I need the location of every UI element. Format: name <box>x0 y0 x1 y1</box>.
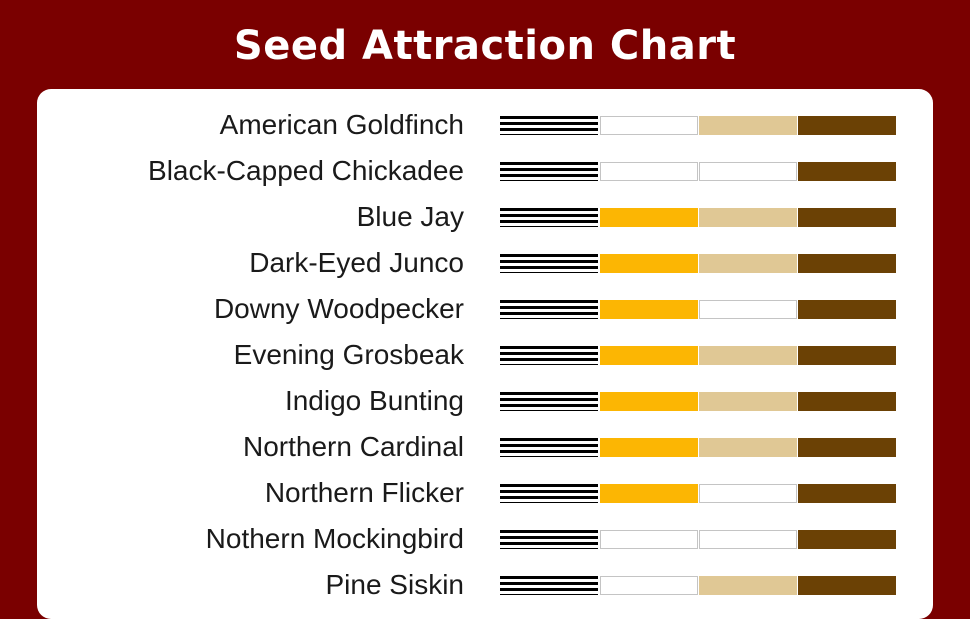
seed-cell-empty <box>699 300 797 319</box>
chart-row: Evening Grosbeak <box>37 339 933 371</box>
seed-cell-filled <box>500 392 598 411</box>
seed-cell-filled <box>500 300 598 319</box>
seed-cell-empty <box>600 116 698 135</box>
seed-cell-filled <box>600 392 698 411</box>
seed-cell-filled <box>500 346 598 365</box>
bird-name-label: Northern Flicker <box>264 477 464 508</box>
bird-name-label: Downy Woodpecker <box>213 293 464 324</box>
seed-cell-filled <box>500 116 598 135</box>
seed-cell-filled <box>600 300 698 319</box>
bird-name-label: Pine Siskin <box>325 569 464 600</box>
chart-row: Dark-Eyed Junco <box>37 247 933 279</box>
chart-title: Seed Attraction Chart <box>233 23 737 69</box>
chart-row: Black-Capped Chickadee <box>37 155 933 187</box>
seed-cell-filled <box>798 116 896 135</box>
chart-row: Nothern Mockingbird <box>37 523 933 555</box>
seed-cell-filled <box>600 484 698 503</box>
seed-cell-empty <box>600 162 698 181</box>
bird-name-label: Black-Capped Chickadee <box>148 155 464 186</box>
bird-name-label: Northern Cardinal <box>243 431 464 462</box>
seed-cell-filled <box>798 484 896 503</box>
chart-row: American Goldfinch <box>37 109 933 141</box>
seed-cell-filled <box>798 162 896 181</box>
bird-name-label: Indigo Bunting <box>284 385 464 416</box>
seed-cell-filled <box>699 254 797 273</box>
seed-cell-filled <box>600 346 698 365</box>
chart-row: Downy Woodpecker <box>37 293 933 325</box>
seed-cell-filled <box>600 438 698 457</box>
seed-cell-filled <box>798 392 896 411</box>
seed-cell-filled <box>699 116 797 135</box>
seed-cell-filled <box>500 254 598 273</box>
seed-cell-filled <box>798 208 896 227</box>
chart-row: Pine Siskin <box>37 569 933 601</box>
bird-name-label: Evening Grosbeak <box>233 339 464 370</box>
seed-cell-empty <box>699 162 797 181</box>
seed-cell-filled <box>600 208 698 227</box>
chart-row: Northern Cardinal <box>37 431 933 463</box>
chart-row: Blue Jay <box>37 201 933 233</box>
seed-cell-filled <box>500 438 598 457</box>
seed-cell-filled <box>500 208 598 227</box>
seed-cell-filled <box>798 530 896 549</box>
seed-cell-filled <box>500 484 598 503</box>
bird-name-label: Nothern Mockingbird <box>205 523 464 554</box>
seed-cell-filled <box>600 254 698 273</box>
seed-cell-filled <box>500 576 598 595</box>
chart-row: Indigo Bunting <box>37 385 933 417</box>
seed-cell-empty <box>600 576 698 595</box>
seed-cell-filled <box>699 576 797 595</box>
seed-cell-filled <box>798 438 896 457</box>
seed-cell-filled <box>798 254 896 273</box>
seed-cell-filled <box>798 346 896 365</box>
bird-name-label: American Goldfinch <box>219 109 464 140</box>
chart-panel: American Goldfinch Black-Capped Chickadee… <box>37 89 933 619</box>
bird-name-label: Dark-Eyed Junco <box>249 247 464 278</box>
seed-cell-filled <box>699 392 797 411</box>
seed-cell-empty <box>600 530 698 549</box>
chart-row: Northern Flicker <box>37 477 933 509</box>
seed-cell-filled <box>699 438 797 457</box>
seed-cell-filled <box>500 530 598 549</box>
seed-cell-filled <box>798 576 896 595</box>
seed-cell-filled <box>699 208 797 227</box>
bird-name-label: Blue Jay <box>356 201 464 232</box>
seed-cell-empty <box>699 530 797 549</box>
seed-cell-filled <box>798 300 896 319</box>
seed-cell-empty <box>699 484 797 503</box>
seed-cell-filled <box>699 346 797 365</box>
seed-cell-filled <box>500 162 598 181</box>
